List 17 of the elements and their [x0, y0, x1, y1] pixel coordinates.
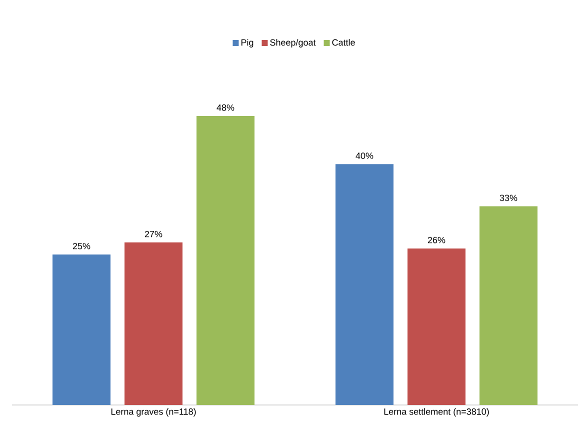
bar — [196, 116, 255, 405]
x-tick-label: Lerna settlement (n=3810) — [384, 408, 489, 417]
data-label: 25% — [72, 242, 90, 250]
bar — [52, 254, 111, 405]
bar — [124, 242, 183, 405]
data-label: 27% — [144, 230, 162, 238]
x-tick-label: Lerna graves (n=118) — [111, 408, 196, 417]
legend-label: Sheep/goat — [270, 39, 316, 48]
bar — [479, 206, 538, 405]
data-label: 40% — [356, 152, 374, 159]
legend-label: Pig — [241, 39, 254, 48]
legend-label: Cattle — [332, 39, 355, 46]
bar — [408, 248, 466, 405]
data-label: 26% — [428, 236, 446, 244]
bar — [336, 164, 394, 405]
data-label: 48% — [216, 104, 234, 111]
data-label: 33% — [500, 194, 518, 202]
